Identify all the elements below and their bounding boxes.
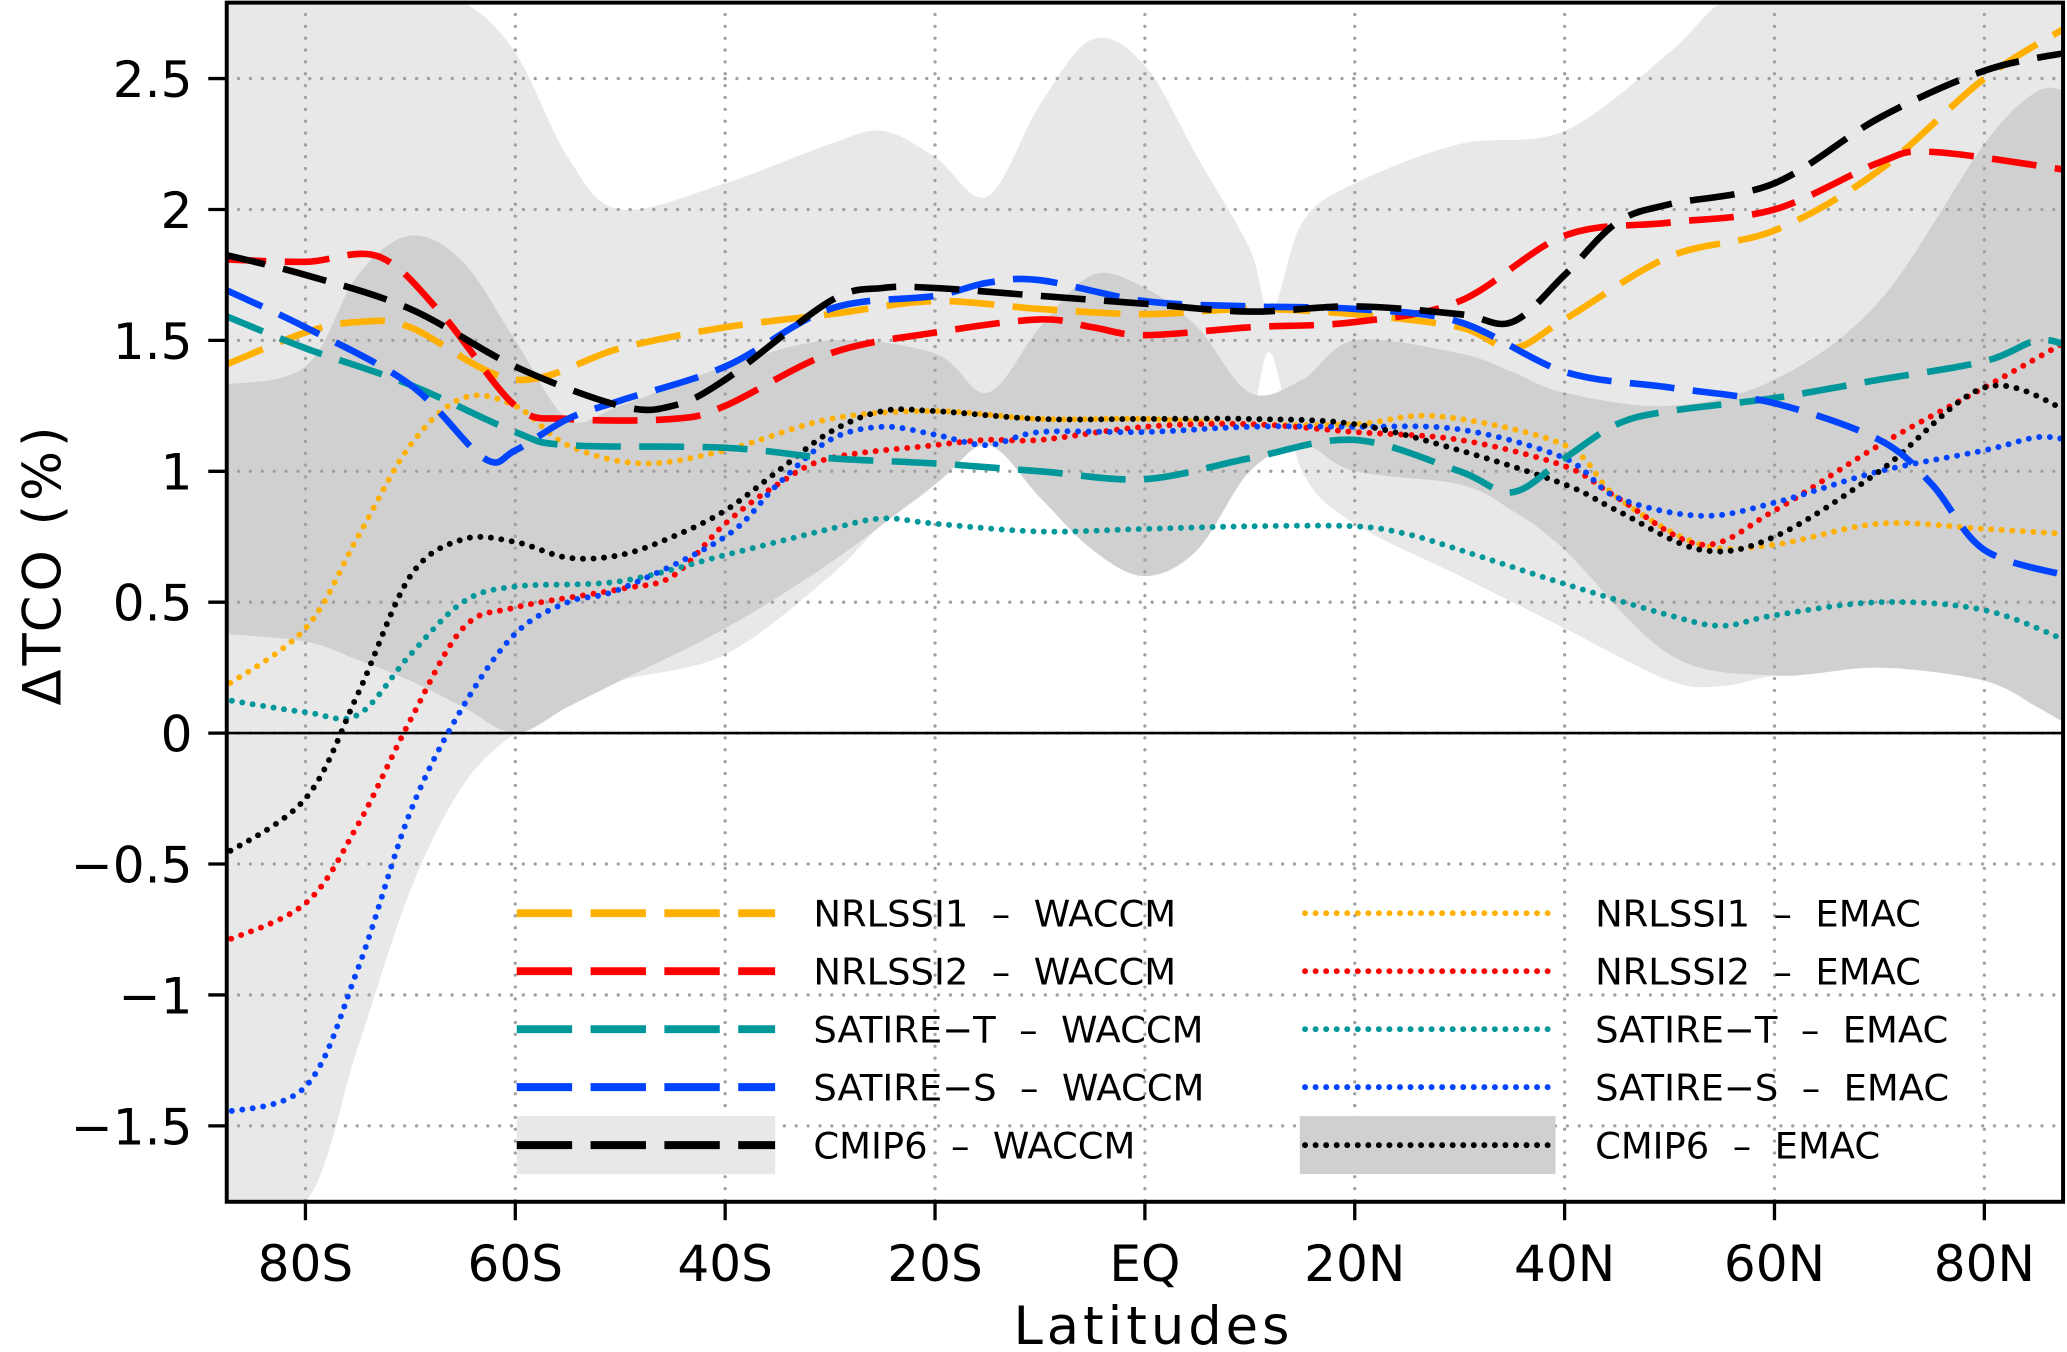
series-line-0 xyxy=(226,25,2064,384)
legend-item: NRLSSI2 – EMAC xyxy=(1302,950,1921,993)
legend: NRLSSI1 – WACCM NRLSSI2 – WACCM SATIRE−T –… xyxy=(516,892,1949,1175)
x-tick-label: 80N xyxy=(1934,1235,2035,1293)
series-line-3 xyxy=(226,275,2064,579)
series-line-2 xyxy=(226,312,2064,496)
x-tick-label: 20N xyxy=(1304,1235,1405,1293)
legend-label: SATIRE−S – EMAC xyxy=(1595,1066,1949,1109)
legend-label: CMIP6 – WACCM xyxy=(813,1124,1135,1167)
x-axis-label: Latitudes xyxy=(1013,1296,1293,1352)
legend-label: SATIRE−T – EMAC xyxy=(1595,1008,1948,1051)
y-axis-label: ΔTCO (%) xyxy=(13,423,74,706)
legend-label: SATIRE−S – WACCM xyxy=(813,1066,1204,1109)
x-tick-label: 60N xyxy=(1724,1235,1825,1293)
series-line-9 xyxy=(226,382,2064,857)
spread-band-1 xyxy=(226,87,2064,734)
series-line-6 xyxy=(226,339,2064,944)
legend-item: SATIRE−T – EMAC xyxy=(1302,1008,1948,1051)
y-tick-label: 2.5 xyxy=(113,51,193,109)
series-line-7 xyxy=(226,515,2064,722)
legend-label: NRLSSI2 – EMAC xyxy=(1595,950,1921,993)
legend-band-swatch xyxy=(1299,1116,1556,1175)
legend-label: NRLSSI2 – WACCM xyxy=(813,950,1176,993)
x-axis: 80S 60S 40S 20S EQ 20N 40N 60N 80N xyxy=(258,1201,2035,1293)
series-line-8 xyxy=(226,423,2064,1115)
y-tick-label: 1 xyxy=(161,444,193,502)
legend-item: CMIP6 – EMAC xyxy=(1299,1116,1880,1175)
x-tick-label: EQ xyxy=(1109,1235,1180,1293)
x-tick-label: 40S xyxy=(677,1235,773,1293)
y-tick-label: 0.5 xyxy=(113,575,193,633)
y-tick-label: −1 xyxy=(119,967,193,1025)
legend-label: SATIRE−T – WACCM xyxy=(813,1008,1203,1051)
legend-item: SATIRE−S – WACCM xyxy=(516,1066,1204,1109)
legend-item: SATIRE−T – WACCM xyxy=(516,1008,1203,1051)
y-tick-label: −1.5 xyxy=(71,1098,193,1156)
spread-bands xyxy=(226,2,2064,1202)
legend-item: NRLSSI2 – WACCM xyxy=(516,950,1176,993)
spread-band-0 xyxy=(226,2,2064,1202)
x-tick-label: 80S xyxy=(258,1235,354,1293)
legend-item: SATIRE−S – EMAC xyxy=(1302,1066,1949,1109)
x-tick-label: 40N xyxy=(1514,1235,1615,1293)
y-tick-label: 0 xyxy=(161,706,193,764)
y-tick-label: 2 xyxy=(161,182,193,240)
legend-item: NRLSSI1 – EMAC xyxy=(1302,892,1921,935)
legend-item: NRLSSI1 – WACCM xyxy=(516,892,1176,935)
y-tick-label: 1.5 xyxy=(113,313,193,371)
x-tick-label: 20S xyxy=(887,1235,983,1293)
legend-label: NRLSSI1 – WACCM xyxy=(813,892,1176,935)
series-line-4 xyxy=(226,50,2064,414)
series-line-5 xyxy=(226,392,2064,689)
y-axis: 2.5 2 1.5 1 0.5 0 −0.5 −1 −1.5 xyxy=(71,51,227,1156)
series-line-1 xyxy=(226,148,2064,424)
legend-item: CMIP6 – WACCM xyxy=(516,1116,1135,1175)
legend-label: CMIP6 – EMAC xyxy=(1595,1124,1880,1167)
series-lines xyxy=(226,25,2064,1115)
y-tick-label: −0.5 xyxy=(71,836,193,894)
legend-label: NRLSSI1 – EMAC xyxy=(1595,892,1921,935)
x-tick-label: 60S xyxy=(468,1235,564,1293)
